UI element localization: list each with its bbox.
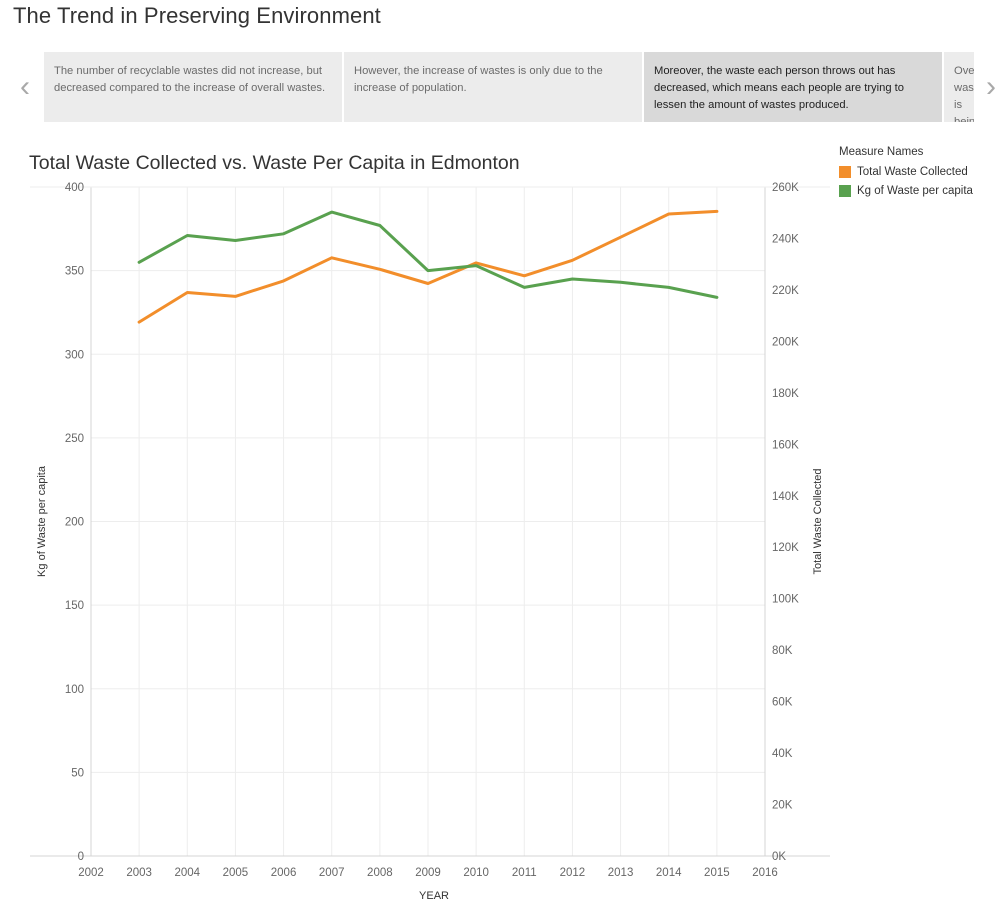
x-tick-label: 2010 [463,867,489,879]
y-left-tick-label: 250 [65,433,84,445]
y-right-tick-label: 220K [772,285,799,297]
legend-label: Kg of Waste per capita [857,184,973,197]
x-tick-label: 2004 [174,867,200,879]
x-tick-label: 2002 [78,867,104,879]
y-right-tick-label: 0K [772,851,786,863]
legend-swatch [839,184,851,197]
x-tick-label: 2011 [512,867,537,879]
x-tick-label: 2013 [608,867,634,879]
chevron-left-icon[interactable]: ‹ [20,70,30,103]
legend-swatch [839,165,851,178]
x-tick-label: 2003 [126,867,152,879]
y-right-tick-label: 120K [772,542,799,554]
x-tick-label: 2007 [319,867,345,879]
story-point-text: Overall, waste is being preserved [954,65,974,122]
y-right-tick-label: 20K [772,800,793,812]
y-right-tick-label: 160K [772,439,799,451]
y-right-tick-label: 180K [772,388,799,400]
legend-label: Total Waste Collected [857,165,968,178]
story-title: The Trend in Preserving Environment [13,3,381,28]
legend-item-kg-per-capita[interactable]: Kg of Waste per capita [839,181,973,200]
y-left-axis-title: Kg of Waste per capita [36,465,48,577]
story-point-2[interactable]: However, the increase of wastes is only … [344,52,642,122]
x-tick-label: 2016 [752,867,778,879]
y-right-tick-label: 140K [772,491,799,503]
story-point-text: Moreover, the waste each person throws o… [654,65,905,111]
y-left-tick-label: 50 [71,767,84,779]
x-tick-label: 2012 [560,867,586,879]
x-tick-label: 2005 [223,867,249,879]
story-point-text: The number of recyclable wastes did not … [54,65,326,94]
x-tick-label: 2015 [704,867,730,879]
y-right-tick-label: 200K [772,336,799,348]
chart-title: Total Waste Collected vs. Waste Per Capi… [29,152,520,174]
y-right-tick-label: 240K [772,233,799,245]
y-right-tick-label: 60K [772,697,793,709]
y-left-tick-label: 200 [65,517,84,529]
y-left-tick-label: 350 [65,266,84,278]
story-point-text: However, the increase of wastes is only … [354,65,603,94]
y-right-tick-label: 100K [772,594,799,606]
story-point-4[interactable]: Overall, waste is being preserved [944,52,974,122]
y-right-tick-label: 40K [772,748,793,760]
y-right-axis-title: Total Waste Collected [812,469,824,575]
x-axis-title: YEAR [419,890,449,902]
y-left-tick-label: 300 [65,349,84,361]
y-right-tick-label: 80K [772,645,793,657]
y-right-tick-label: 260K [772,182,799,194]
x-tick-label: 2014 [656,867,682,879]
x-tick-label: 2006 [271,867,297,879]
story-points-bar: The number of recyclable wastes did not … [44,52,974,122]
story-point-1[interactable]: The number of recyclable wastes did not … [44,52,342,122]
y-left-tick-label: 150 [65,600,84,612]
story-point-3[interactable]: Moreover, the waste each person throws o… [644,52,942,122]
legend-item-total-waste[interactable]: Total Waste Collected [839,162,973,181]
x-tick-label: 2009 [415,867,441,879]
x-tick-label: 2008 [367,867,393,879]
series-line-total-waste [137,209,719,324]
legend-title: Measure Names [839,146,924,158]
legend: Measure Names Total Waste Collected Kg o… [839,146,973,200]
chevron-right-icon[interactable]: › [986,70,996,103]
y-left-tick-label: 100 [65,684,84,696]
series-line-kg-per-capita [137,210,719,299]
y-left-tick-label: 400 [65,182,84,194]
y-left-tick-label: 0 [78,851,84,863]
